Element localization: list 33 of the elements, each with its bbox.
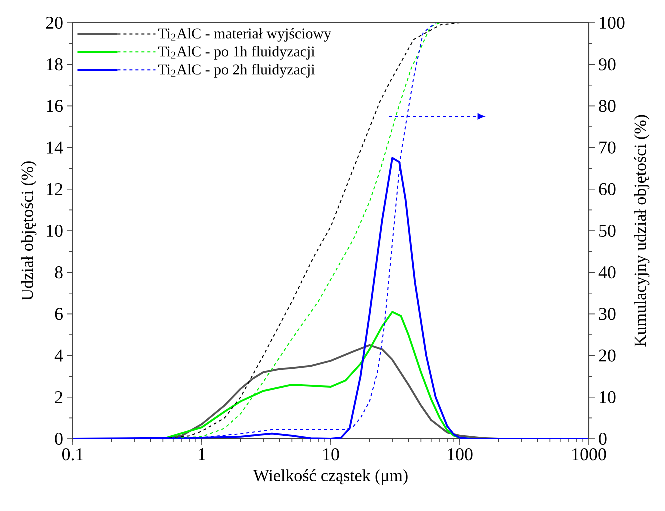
y-tick-label: 16 [47,100,63,112]
y2-tick-label: 40 [598,266,616,279]
y-tick-label: 0 [55,432,63,446]
y-axis-title: Udział objętości (%) [21,162,37,301]
y-tick-label: 4 [54,350,64,362]
x-tick-label: 10 [324,448,340,461]
x-tick-label: 1000 [572,448,606,461]
y2-tick-label: 80 [599,100,616,112]
x-axis-title: Wielkość cząstek (μm) [253,470,408,485]
x-tick-label: 1 [199,448,206,460]
y2-tick-label: 10 [600,391,616,404]
y2-tick-label: 70 [600,142,616,154]
y-tick-label: 14 [47,142,64,154]
legend-label: Ti$_{2}$AlC - po 2h fluidyzacji [158,64,316,78]
x-tick-label: 100 [448,448,473,461]
y2-tick-label: 50 [600,224,616,238]
y-tick-label: 6 [55,308,63,320]
y-tick-label: 2 [55,391,63,404]
y-tick-label: 8 [55,266,63,279]
y-tick-label: 10 [47,224,63,238]
y-tick-label: 20 [46,16,63,30]
y2-axis-title: Kumulacyjny udział objętości (%) [634,115,650,347]
y2-tick-label: 30 [599,308,616,320]
legend-label: Ti$_{2}$AlC - po 1h fluidyzacji [158,46,316,60]
legend-label: Ti$_{2}$AlC - materiał wyjściowy [158,28,332,42]
y2-tick-label: 90 [599,58,616,71]
y2-tick-label: 60 [599,183,616,196]
x-tick-label: 0.1 [62,448,84,461]
y-tick-label: 12 [47,183,63,196]
y2-tick-label: 20 [599,350,616,362]
y-tick-label: 18 [47,58,63,71]
y2-tick-label: 100 [600,16,625,30]
y2-tick-label: 0 [599,432,607,446]
